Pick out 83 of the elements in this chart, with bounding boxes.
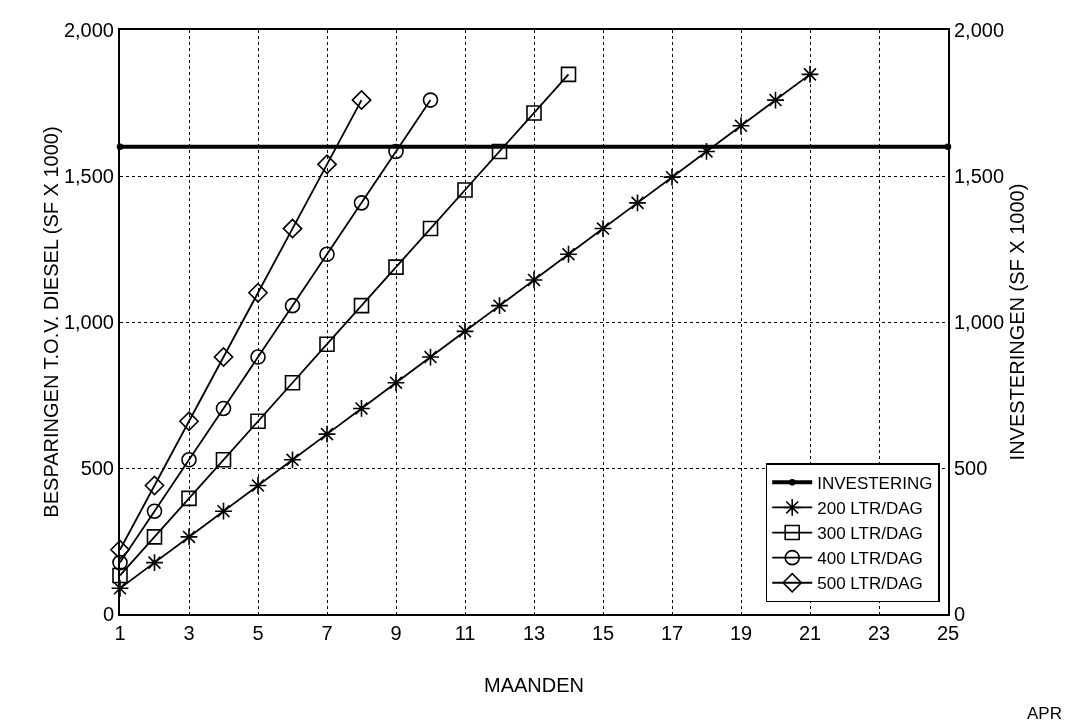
point <box>146 503 163 520</box>
point <box>144 475 165 496</box>
point <box>250 413 266 430</box>
x-tick-label: 13 <box>522 622 546 644</box>
point <box>422 92 439 108</box>
point <box>181 452 197 468</box>
point <box>317 154 337 175</box>
y-axis-title: BESPARINGEN T.O.V. DIESEL (SF X 1000) <box>39 126 62 518</box>
x-tick-label: 9 <box>390 622 402 644</box>
point <box>524 270 544 290</box>
point <box>146 529 163 545</box>
point <box>283 450 302 470</box>
point <box>388 259 404 275</box>
point <box>215 400 232 417</box>
point <box>455 322 475 341</box>
y2-tick-label: 500 <box>954 457 988 479</box>
point <box>110 539 130 560</box>
x-axis-title: MAANDEN <box>483 674 585 696</box>
y-tick-label: 2,000 <box>63 19 114 41</box>
legend-label: 200 LTR/DAG <box>817 499 923 519</box>
point <box>353 297 370 314</box>
x-tick-label: 3 <box>183 622 195 644</box>
y2-tick-label: 2,000 <box>954 19 1005 41</box>
point <box>560 66 577 83</box>
point <box>319 246 335 263</box>
point <box>351 90 372 110</box>
point <box>284 297 301 314</box>
text: APR <box>1027 704 1062 723</box>
point <box>526 105 542 121</box>
point <box>353 195 370 211</box>
y2-tick-label: 1,500 <box>954 165 1005 187</box>
point <box>181 490 197 507</box>
point <box>386 373 406 392</box>
point <box>628 193 647 213</box>
point <box>112 567 128 584</box>
x-tick-label: 17 <box>660 622 684 644</box>
point <box>800 65 820 84</box>
y-tick-label: 0 <box>102 603 114 625</box>
point <box>213 347 234 367</box>
point <box>179 527 199 547</box>
x-tick-label: 21 <box>798 622 822 644</box>
y-tick-label: 1,000 <box>63 311 114 333</box>
point <box>319 336 335 352</box>
point <box>145 553 164 572</box>
y-tick-label: 500 <box>80 457 114 479</box>
point <box>215 452 232 468</box>
y2-tick-label: 0 <box>954 603 966 625</box>
legend-label: 400 LTR/DAG <box>817 549 923 569</box>
y2-tick-label: 1,000 <box>954 311 1005 333</box>
x-tick-label: 5 <box>252 622 264 644</box>
point <box>179 411 199 432</box>
y-tick-label: 1,500 <box>63 165 114 187</box>
point <box>457 182 473 198</box>
point <box>422 220 439 237</box>
x-tick-label: 1 <box>114 622 126 644</box>
point <box>352 399 371 418</box>
point <box>284 374 301 391</box>
point <box>282 218 303 239</box>
x-tick-label: 15 <box>591 622 615 644</box>
y2-axis-title: INVESTERINGEN (SF X 1000) <box>1006 183 1029 461</box>
point <box>421 347 440 367</box>
x-tick-label: 19 <box>729 622 753 644</box>
point <box>766 90 785 110</box>
x-tick-label: 11 <box>454 622 476 644</box>
legend-label: 300 LTR/DAG <box>817 524 923 544</box>
point <box>491 143 508 160</box>
point <box>214 502 233 521</box>
x-tick-label: 7 <box>321 622 333 644</box>
point <box>662 167 682 187</box>
x-tick-label: 23 <box>867 622 891 644</box>
point <box>593 219 613 238</box>
point <box>559 245 578 264</box>
point <box>490 296 509 315</box>
legend-label: INVESTERING <box>817 474 933 493</box>
point <box>110 579 130 598</box>
legend-label: 500 LTR/DAG <box>817 574 923 594</box>
point <box>317 424 337 444</box>
x-tick-label: 25 <box>936 622 960 644</box>
point <box>248 476 268 495</box>
point <box>248 282 268 303</box>
point <box>697 142 716 161</box>
point <box>250 349 266 365</box>
point <box>731 116 751 135</box>
